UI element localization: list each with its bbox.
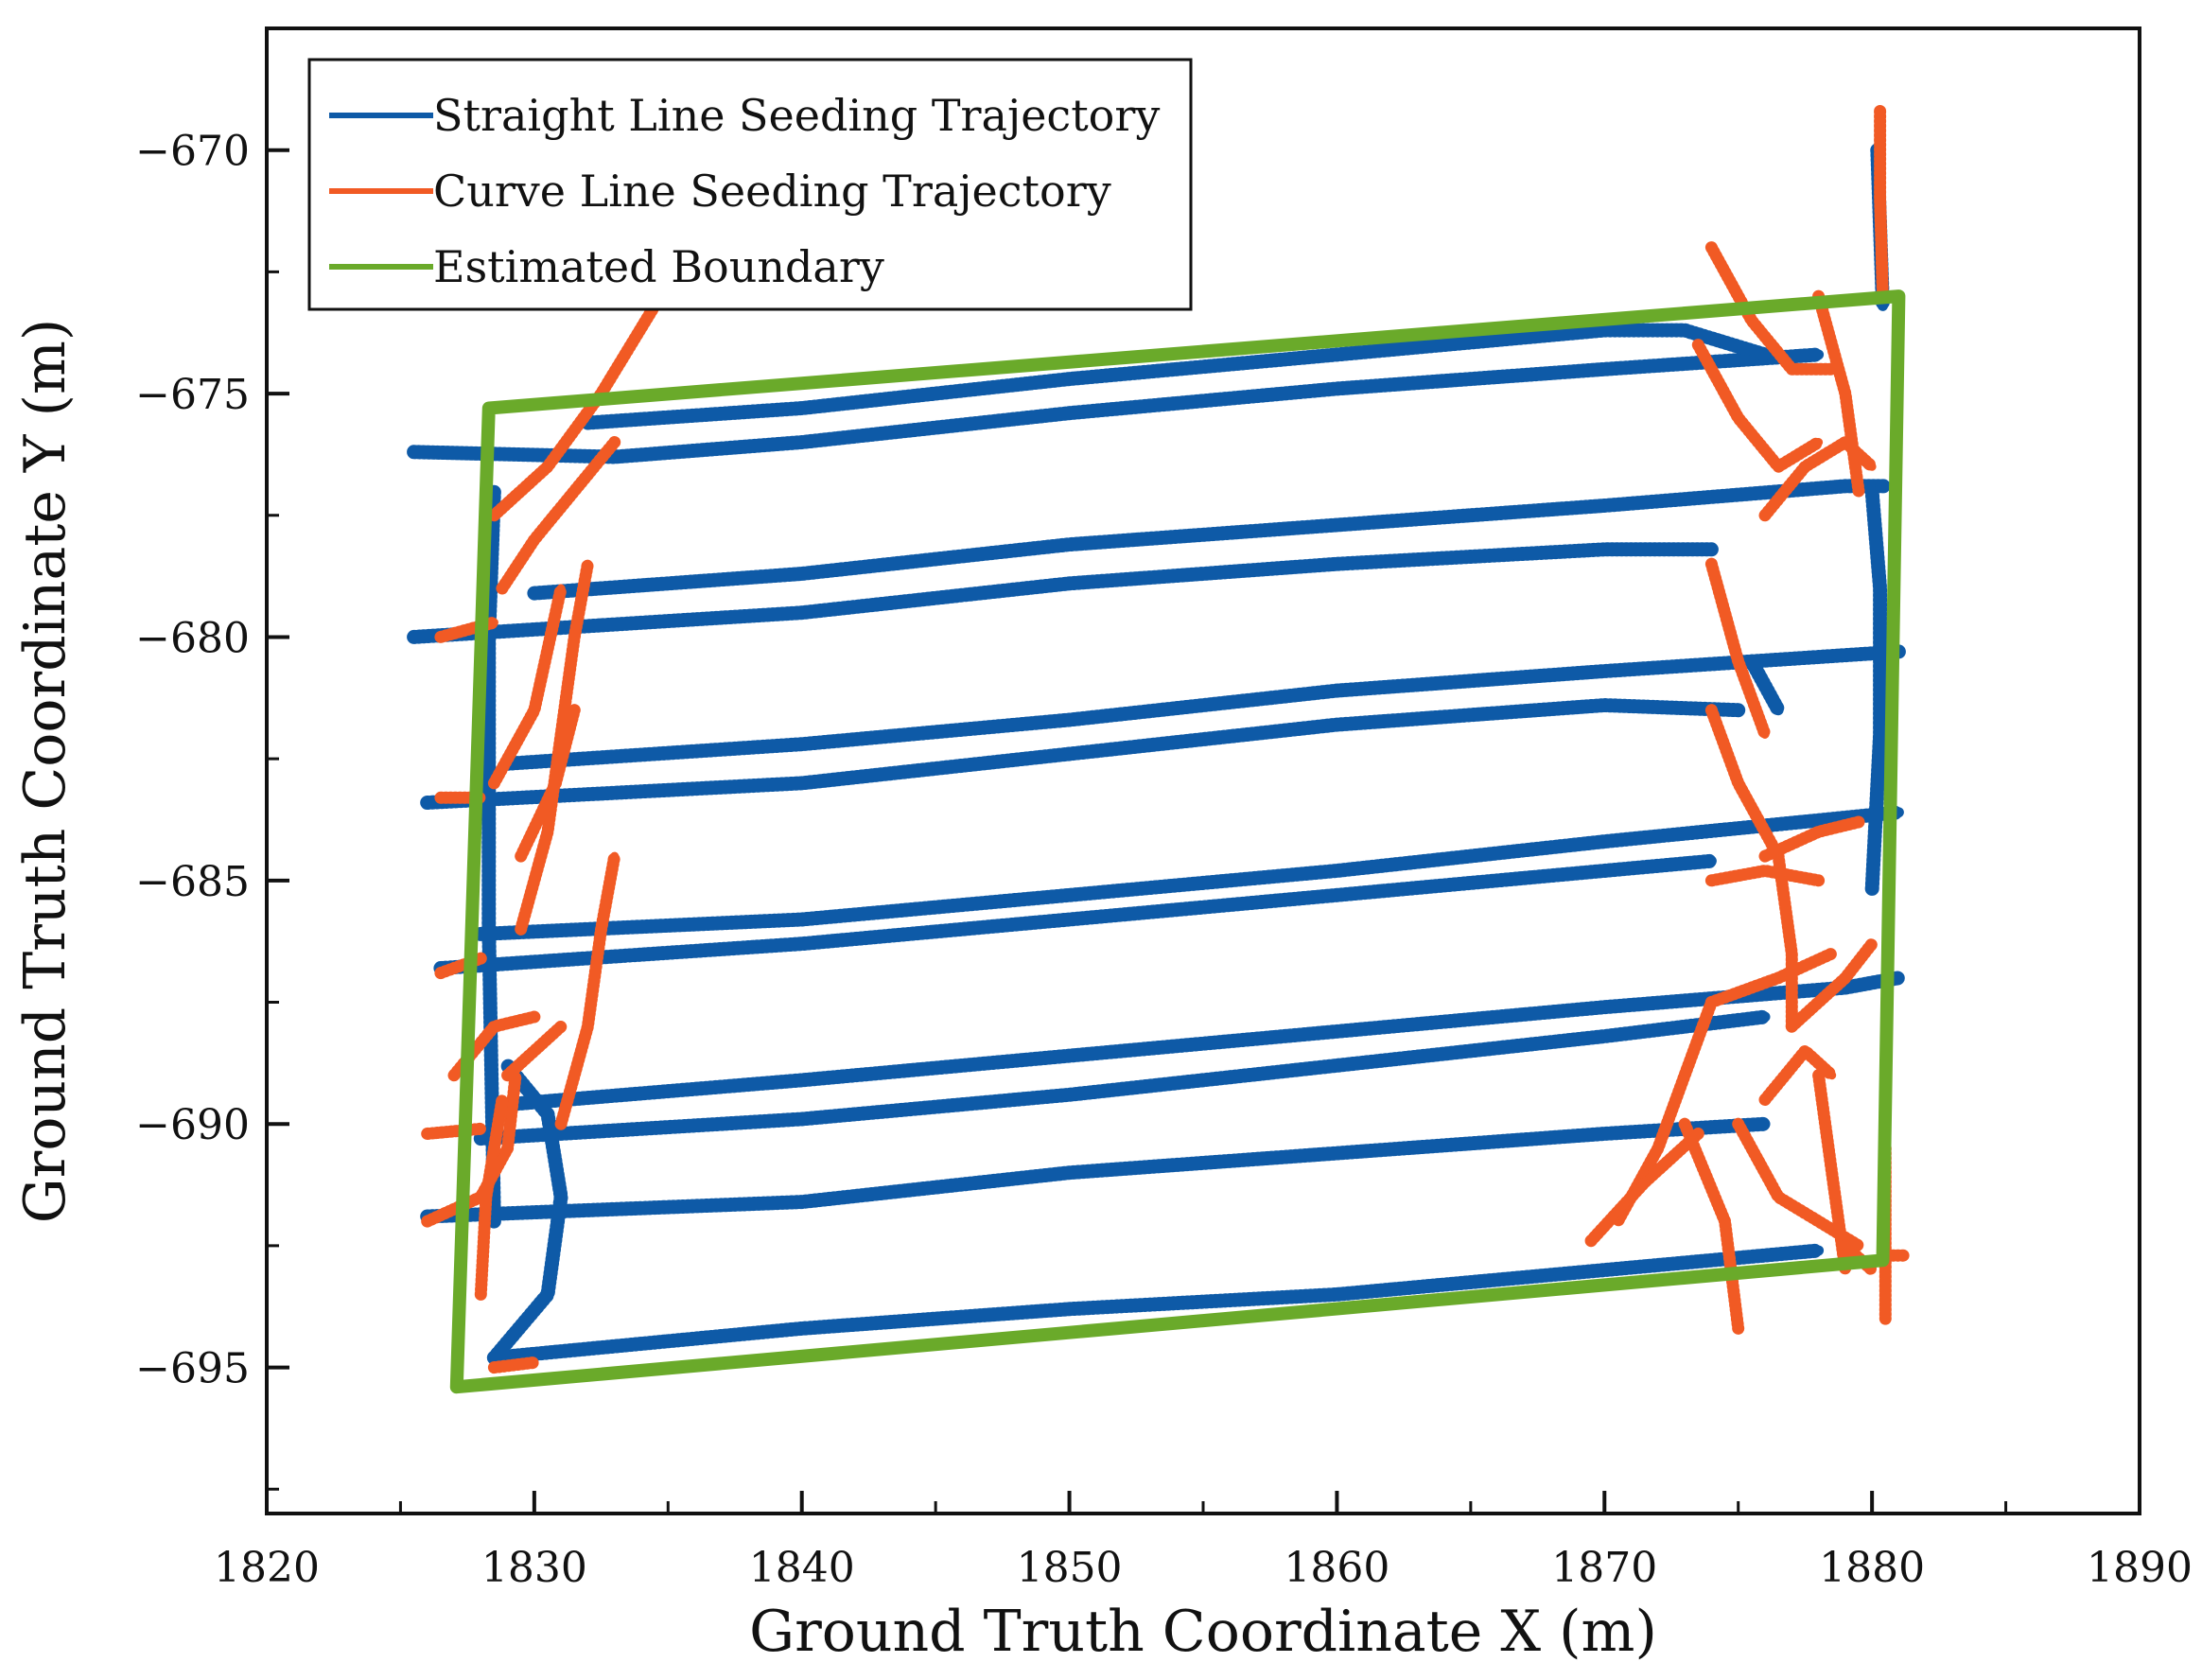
x-tick-label-1850: 1850 xyxy=(1017,1544,1123,1592)
legend-box xyxy=(307,58,1193,311)
series-1-segment-12-core xyxy=(582,324,1771,429)
series-2-segment-27-core xyxy=(1680,1119,1743,1333)
series-2-segment-22-core xyxy=(1760,817,1863,861)
series-1-segment-3-core xyxy=(475,1011,1771,1145)
series-1-segment-17-core xyxy=(1746,656,1784,716)
series-2-segment-9-core xyxy=(556,851,620,1129)
series-2-segment-11-core xyxy=(489,1357,539,1373)
series-1-segment-2-core xyxy=(422,1118,1771,1222)
series-2-segment-26-core xyxy=(1586,1129,1703,1246)
series-1-segment-10-core xyxy=(529,481,1891,599)
series-2-segment-16-core xyxy=(1706,243,1837,374)
series-1-segment-7-core xyxy=(422,700,1744,808)
x-axis-title: Ground Truth Coordinate X (m) xyxy=(749,1599,1657,1665)
series-2-segment-30-core xyxy=(1814,1071,1850,1275)
series-1-segment-14-core xyxy=(483,485,499,1227)
y-tick-label--680: −680 xyxy=(135,614,250,662)
series-1-segment-8-core xyxy=(502,646,1904,769)
legend: Straight Line Seeding Trajectory Curve Li… xyxy=(307,58,1193,311)
legend-label-3: Estimated Boundary xyxy=(433,241,884,292)
x-tick-label-1830: 1830 xyxy=(481,1544,587,1592)
series-1-segment-6-core xyxy=(475,807,1904,939)
series-1-segment-11-core xyxy=(409,349,1825,463)
series-3 xyxy=(449,289,1906,1394)
series-2-segment-15-core xyxy=(423,1124,485,1138)
series-2-segment-8-core xyxy=(476,1095,507,1299)
series-2-segment-7-core xyxy=(516,706,579,861)
series-1 xyxy=(407,143,1906,1365)
series-1-segment-1-core xyxy=(488,1245,1825,1363)
series-2-segment-6-core xyxy=(516,559,592,934)
x-tick-label-1880: 1880 xyxy=(1819,1544,1925,1592)
y-axis-title: Ground Truth Coordinate Y (m) xyxy=(12,319,79,1224)
series-2-segment-19-core xyxy=(1706,559,1770,739)
series-2-segment-10-core xyxy=(489,584,566,788)
x-tick-label-1860: 1860 xyxy=(1284,1544,1389,1592)
series-1-segment-16-core xyxy=(1866,485,1886,896)
series-1-segment-13-core xyxy=(488,1059,567,1363)
axes: 1820 1830 1840 1850 1860 1870 1880 1890 −670 −675… xyxy=(135,26,2193,1592)
y-tick-label--690: −690 xyxy=(135,1101,250,1149)
series-2-segment-2-core xyxy=(498,438,620,593)
y-tick-label--685: −685 xyxy=(135,858,250,906)
series-2-segment-21-core xyxy=(1706,866,1824,885)
series-2-segment-23-core xyxy=(1706,949,1837,1006)
series-2-segment-17-core xyxy=(1693,341,1824,471)
series-2-segment-32-core xyxy=(1814,291,1863,496)
legend-label-2: Curve Line Seeding Trajectory xyxy=(433,166,1111,217)
y-tick-label--695: −695 xyxy=(135,1345,250,1393)
x-tick-label-1870: 1870 xyxy=(1551,1544,1657,1592)
x-tick-label-1840: 1840 xyxy=(749,1544,855,1592)
series-2 xyxy=(421,105,1911,1374)
y-tick-label--675: −675 xyxy=(135,371,250,419)
x-tick-label-1890: 1890 xyxy=(2087,1544,2193,1592)
y-tick-label--670: −670 xyxy=(135,128,250,176)
series-2-segment-5-core xyxy=(503,1022,566,1080)
plot-area xyxy=(407,105,1911,1394)
legend-label-1: Straight Line Seeding Trajectory xyxy=(433,90,1160,141)
series-2-segment-24-core xyxy=(1787,939,1877,1031)
series-1-segment-4-core xyxy=(502,972,1904,1111)
series-1-segment-9-core xyxy=(409,544,1717,642)
x-tick-label-1820: 1820 xyxy=(214,1544,320,1592)
series-2-segment-29-core xyxy=(1760,1046,1837,1104)
series-2-segment-31-core xyxy=(1876,107,1887,301)
series-1-segment-5-core xyxy=(435,855,1717,973)
series-2-segment-1-core xyxy=(489,301,659,520)
boundary-polygon xyxy=(449,289,1906,1394)
